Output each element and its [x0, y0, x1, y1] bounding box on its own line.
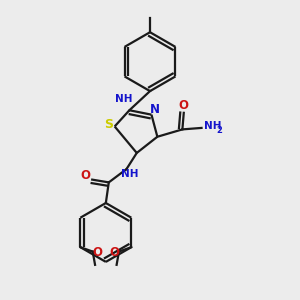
Text: N: N — [149, 103, 159, 116]
Text: 2: 2 — [217, 126, 223, 135]
Text: NH: NH — [205, 122, 222, 131]
Text: NH: NH — [121, 169, 138, 178]
Text: O: O — [179, 99, 189, 112]
Text: S: S — [104, 118, 113, 131]
Text: NH: NH — [115, 94, 132, 104]
Text: O: O — [110, 246, 119, 259]
Text: O: O — [80, 169, 90, 182]
Text: O: O — [92, 246, 102, 259]
